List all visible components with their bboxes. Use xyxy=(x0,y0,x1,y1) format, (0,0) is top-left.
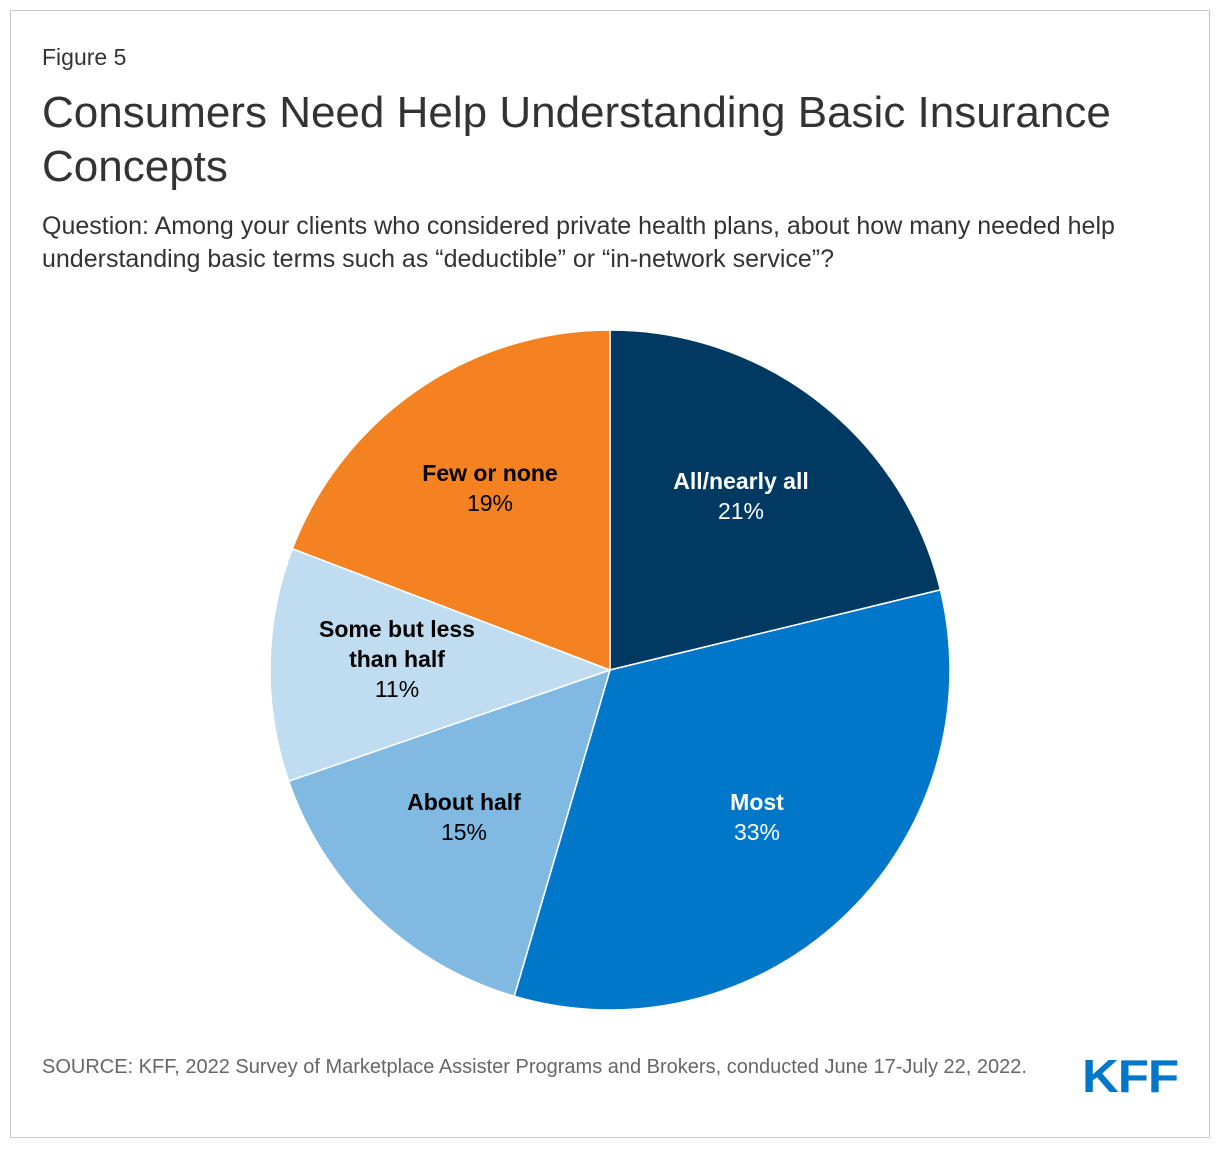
slice-label-5: Few or none xyxy=(422,460,557,486)
chart-subtitle: Question: Among your clients who conside… xyxy=(42,212,1115,273)
slice-value-3: 15% xyxy=(441,819,487,845)
slice-value-5: 19% xyxy=(467,490,513,516)
slice-label-2: Most xyxy=(730,789,784,815)
slice-label-3: About half xyxy=(407,789,521,815)
slice-value-2: 33% xyxy=(734,819,780,845)
figure-label: Figure 5 xyxy=(42,44,127,70)
pie-slice-4 xyxy=(269,547,613,783)
pie-slice-1 xyxy=(609,329,942,671)
slice-value-1: 21% xyxy=(718,498,764,524)
pie-slice-3 xyxy=(287,668,612,998)
pie-labels: All/nearly all 21% Most 33% About half 15% Som… xyxy=(319,460,809,845)
slice-value-4: 11% xyxy=(375,676,419,702)
kff-logo: KFF xyxy=(1082,1054,1179,1098)
kff-logo-text: KFF xyxy=(1082,1054,1178,1098)
slice-label-1: All/nearly all xyxy=(673,468,809,494)
pie-slices xyxy=(269,329,951,1011)
chart-title: Consumers Need Help Understanding Basic … xyxy=(42,88,1111,191)
source-note: SOURCE: KFF, 2022 Survey of Marketplace … xyxy=(42,1056,1027,1078)
pie-slice-5 xyxy=(291,329,611,672)
pie-slice-2 xyxy=(513,588,951,1011)
slice-label-4: Some but less than half xyxy=(319,616,475,672)
